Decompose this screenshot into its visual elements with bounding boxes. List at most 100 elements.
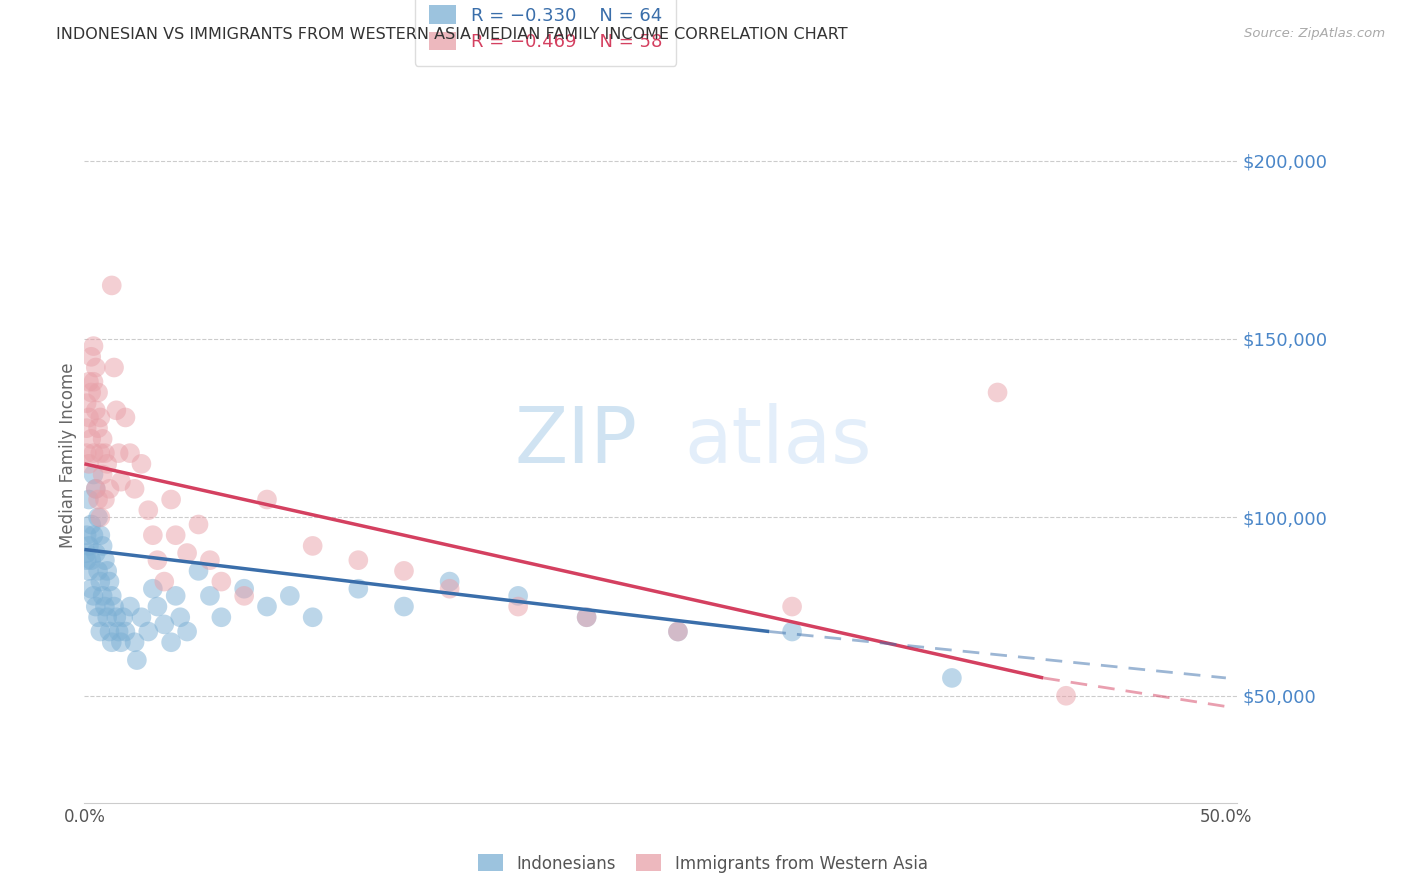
Point <box>176 546 198 560</box>
Point <box>96 610 118 624</box>
Point <box>160 635 183 649</box>
Point <box>146 553 169 567</box>
Point <box>278 589 301 603</box>
Point <box>87 564 110 578</box>
Text: atlas: atlas <box>683 403 872 479</box>
Point <box>125 653 148 667</box>
Point <box>439 574 461 589</box>
Point <box>131 610 153 624</box>
Point <box>89 410 111 425</box>
Point <box>98 482 121 496</box>
Point <box>98 624 121 639</box>
Point <box>89 624 111 639</box>
Point <box>89 574 111 589</box>
Point <box>392 564 415 578</box>
Point <box>91 589 114 603</box>
Point <box>76 528 98 542</box>
Point <box>508 589 530 603</box>
Point <box>77 564 100 578</box>
Point <box>77 410 100 425</box>
Point <box>256 599 278 614</box>
Point <box>77 375 100 389</box>
Point <box>780 599 803 614</box>
Point <box>153 574 176 589</box>
Point <box>94 492 117 507</box>
Point <box>82 446 104 460</box>
Legend: Indonesians, Immigrants from Western Asia: Indonesians, Immigrants from Western Asi… <box>472 847 934 880</box>
Point <box>160 492 183 507</box>
Point <box>301 610 323 624</box>
Point <box>96 564 118 578</box>
Point <box>575 610 598 624</box>
Point <box>114 624 136 639</box>
Point <box>780 624 803 639</box>
Point <box>100 278 122 293</box>
Point <box>256 492 278 507</box>
Point <box>114 410 136 425</box>
Point <box>110 635 132 649</box>
Point <box>87 492 110 507</box>
Point <box>89 446 111 460</box>
Point <box>233 589 256 603</box>
Point <box>105 403 128 417</box>
Point <box>80 517 103 532</box>
Point <box>153 617 176 632</box>
Point <box>91 467 114 482</box>
Point <box>105 610 128 624</box>
Point <box>142 528 165 542</box>
Point <box>89 510 111 524</box>
Point <box>98 574 121 589</box>
Point <box>80 553 103 567</box>
Point <box>508 599 530 614</box>
Point <box>124 482 146 496</box>
Point <box>103 360 125 375</box>
Point <box>941 671 963 685</box>
Point <box>233 582 256 596</box>
Point <box>80 432 103 446</box>
Point <box>77 457 100 471</box>
Point <box>82 528 104 542</box>
Point <box>84 599 107 614</box>
Point <box>165 528 187 542</box>
Point <box>87 610 110 624</box>
Point <box>84 403 107 417</box>
Point <box>100 589 122 603</box>
Point <box>112 610 135 624</box>
Point <box>76 546 98 560</box>
Point <box>301 539 323 553</box>
Text: INDONESIAN VS IMMIGRANTS FROM WESTERN ASIA MEDIAN FAMILY INCOME CORRELATION CHAR: INDONESIAN VS IMMIGRANTS FROM WESTERN AS… <box>56 27 848 42</box>
Point <box>666 624 689 639</box>
Point <box>94 446 117 460</box>
Point <box>76 553 98 567</box>
Point <box>87 421 110 435</box>
Point <box>82 467 104 482</box>
Point <box>169 610 191 624</box>
Point <box>392 599 415 614</box>
Point <box>107 624 129 639</box>
Point <box>82 589 104 603</box>
Point <box>89 528 111 542</box>
Point <box>103 599 125 614</box>
Point <box>209 610 232 624</box>
Legend: R = −0.330    N = 64, R = −0.469    N = 58: R = −0.330 N = 64, R = −0.469 N = 58 <box>415 0 676 66</box>
Point <box>987 385 1010 400</box>
Point <box>165 589 187 603</box>
Point <box>118 599 141 614</box>
Point <box>124 635 146 649</box>
Text: ZIP: ZIP <box>515 403 638 479</box>
Y-axis label: Median Family Income: Median Family Income <box>59 362 77 548</box>
Point <box>77 539 100 553</box>
Point <box>107 446 129 460</box>
Point <box>209 574 232 589</box>
Point <box>1054 689 1077 703</box>
Point <box>76 396 98 410</box>
Point <box>176 624 198 639</box>
Point <box>84 482 107 496</box>
Point <box>100 635 122 649</box>
Point <box>76 421 98 435</box>
Point <box>146 599 169 614</box>
Point <box>142 582 165 596</box>
Text: Source: ZipAtlas.com: Source: ZipAtlas.com <box>1244 27 1385 40</box>
Point <box>87 385 110 400</box>
Point <box>198 553 221 567</box>
